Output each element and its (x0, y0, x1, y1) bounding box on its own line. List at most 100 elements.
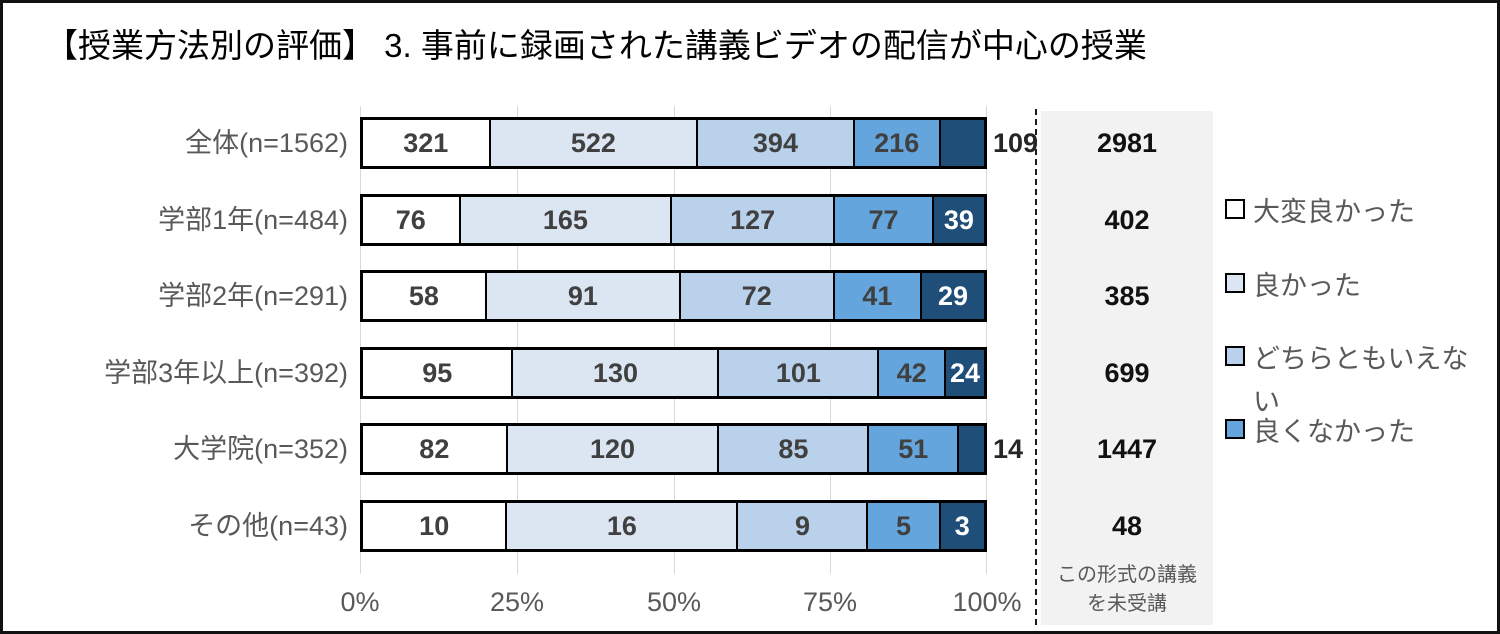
bar-segment: 41 (834, 273, 923, 319)
segment-value-label: 216 (874, 127, 920, 158)
bar-segment: 58 (363, 273, 487, 319)
segment-value-label: 130 (592, 357, 638, 388)
bar-segment: 165 (460, 197, 673, 243)
bar-segment: 39 (933, 197, 984, 243)
bar-row: 82 120 85 51 14 (360, 423, 1023, 475)
segment-value-label: 109 (992, 127, 1039, 158)
segment-value-label: 10 (419, 510, 450, 541)
gridline-50pct (674, 106, 675, 574)
bar-segment: 321 (363, 120, 491, 166)
legend-item: どちらともいえない (1225, 338, 1473, 424)
segment-value-label: 42 (896, 357, 927, 388)
bar-row: 76 165 127 77 39 (360, 194, 987, 246)
category-label: 学部3年以上(n=392) (104, 358, 348, 388)
bar-segment: 10 (363, 503, 508, 549)
bar-segment: 16 (507, 503, 739, 549)
chart-title: 【授業方法別の評価】 3. 事前に録画された講義ビデオの配信が中心の授業 (45, 27, 1147, 64)
x-tick-75: 75% (802, 587, 858, 617)
legend-label: どちらともいえない (1253, 344, 1469, 418)
segment-value-label: 120 (589, 433, 636, 464)
bar-segment: 76 (363, 197, 461, 243)
segment-value-label: 3 (954, 510, 970, 541)
segment-value-label: 51 (898, 433, 929, 464)
category-label: 大学院(n=352) (173, 434, 348, 464)
gridline-75pct (830, 106, 831, 574)
category-label: 全体(n=1562) (185, 128, 348, 158)
not-attended-value: 385 (1104, 281, 1150, 311)
segment-value-label: 9 (794, 510, 810, 541)
segment-value-label: 91 (567, 280, 598, 311)
gridline-25pct (517, 106, 518, 574)
bar-segment: 5 (868, 503, 941, 549)
segment-value-label: 95 (422, 357, 453, 388)
bar-segment: 72 (680, 273, 835, 319)
segment-value-label: 101 (775, 357, 821, 388)
bar-segment: 95 (363, 350, 514, 396)
not-attended-column-label: この形式の講義 を未受講 (1057, 564, 1197, 615)
x-tick-100: 100% (952, 587, 1022, 617)
bar-segment: 3 (940, 503, 984, 549)
legend-swatch (1225, 346, 1245, 366)
bar-segment: 522 (490, 120, 699, 166)
dashed-separator-line (1035, 109, 1037, 625)
bar-segment: 109 (940, 120, 1038, 166)
bar-segment: 120 (507, 426, 720, 472)
x-tick-25: 25% (489, 587, 545, 617)
segment-value-label: 165 (542, 204, 588, 235)
legend-label: 良かった (1253, 271, 1361, 301)
gridline-0pct (360, 106, 361, 574)
segment-value-label: 82 (419, 433, 450, 464)
bar-segment: 101 (719, 350, 880, 396)
bar-row: 321 522 394 216 109 (360, 117, 1038, 169)
category-label: その他(n=43) (188, 511, 348, 541)
bar-segment: 9 (738, 503, 869, 549)
segment-value-label: 29 (937, 280, 969, 311)
legend-item: 良かった (1225, 265, 1361, 308)
not-attended-value: 2981 (1096, 128, 1158, 158)
segment-value-label: 85 (778, 433, 809, 464)
segment-value-label: 58 (408, 280, 439, 311)
legend-label: 大変良かった (1253, 197, 1415, 227)
category-label: 学部1年(n=484) (158, 205, 348, 235)
bar-segment: 216 (854, 120, 941, 166)
not-attended-value: 48 (1111, 511, 1143, 541)
segment-value-label: 77 (868, 204, 899, 235)
x-tick-0: 0% (340, 587, 380, 617)
not-attended-value: 402 (1104, 205, 1150, 235)
bar-row: 95 130 101 42 24 (360, 347, 987, 399)
segment-value-label: 76 (395, 204, 426, 235)
bar-segment: 91 (486, 273, 681, 319)
not-attended-column: この形式の講義 を未受講 2981 402 385 699 1447 48 (1041, 111, 1213, 625)
bar-segment: 77 (835, 197, 934, 243)
bar-segment: 127 (672, 197, 836, 243)
segment-value-label: 72 (741, 280, 772, 311)
segment-value-label: 321 (403, 127, 449, 158)
not-attended-value: 1447 (1096, 434, 1158, 464)
not-attended-value: 699 (1104, 358, 1150, 388)
bar-segment: 130 (513, 350, 720, 396)
segment-value-label: 5 (896, 510, 912, 541)
segment-value-label: 394 (752, 127, 798, 158)
legend-swatch (1225, 273, 1245, 293)
segment-value-label: 24 (949, 357, 980, 388)
x-tick-50: 50% (646, 587, 702, 617)
legend-label: 良くなかった (1253, 417, 1415, 447)
segment-value-label: 41 (862, 280, 893, 311)
legend-swatch (1225, 419, 1245, 439)
segment-value-label: 39 (943, 204, 974, 235)
legend-item: 良くなかった (1225, 411, 1415, 454)
legend-item: 大変良かった (1225, 191, 1415, 234)
bar-segment: 82 (363, 426, 508, 472)
category-label: 学部2年(n=291) (158, 281, 348, 311)
bar-row: 58 91 72 41 29 (360, 270, 987, 322)
bar-segment: 85 (719, 426, 870, 472)
bar-segment: 42 (879, 350, 946, 396)
segment-value-label: 14 (992, 433, 1024, 464)
bar-segment: 394 (698, 120, 855, 166)
bar-segment: 29 (922, 273, 984, 319)
segment-value-label: 16 (606, 510, 637, 541)
segment-value-label: 127 (730, 204, 776, 235)
segment-value-label: 522 (570, 127, 616, 158)
bar-row: 10 16 9 5 3 (360, 500, 987, 552)
